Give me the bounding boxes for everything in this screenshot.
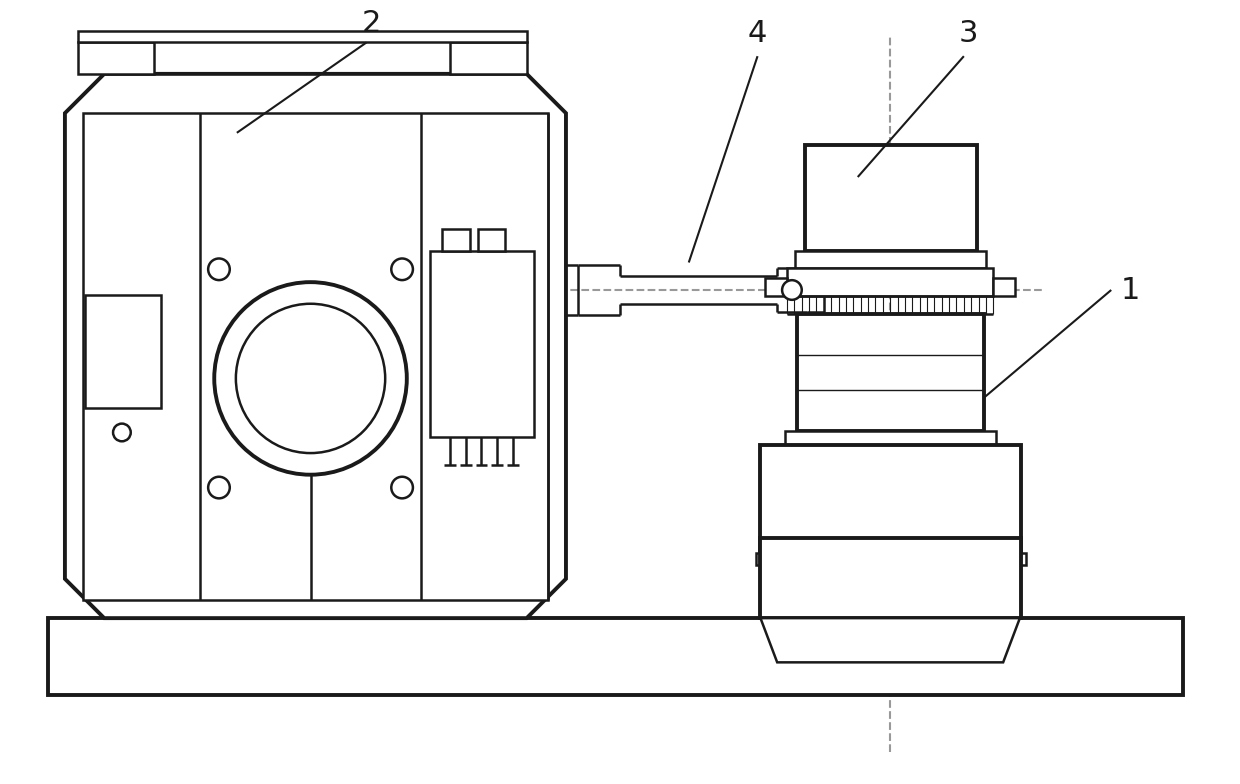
Bar [450,42,527,74]
Circle shape [782,280,802,299]
Circle shape [208,477,229,499]
Bar [785,431,996,445]
Bar [78,31,527,42]
Bar [787,268,993,296]
Bar [477,229,505,251]
Bar [805,144,977,251]
Polygon shape [760,618,1019,662]
Circle shape [392,259,413,280]
Text: 4: 4 [748,20,768,49]
Bar [48,618,1183,695]
Bar [795,251,987,268]
Circle shape [236,303,386,453]
Bar [78,42,154,74]
Bar [797,314,983,431]
Circle shape [208,259,229,280]
Bar [430,251,533,437]
Bar [84,295,161,408]
Bar [760,538,1021,618]
Circle shape [215,282,407,474]
Bar [760,445,1021,554]
Bar [993,278,1016,296]
Bar [765,278,787,296]
Bar [83,113,548,601]
Bar [443,229,470,251]
Text: 2: 2 [362,9,381,38]
Text: 1: 1 [1121,275,1141,304]
Circle shape [113,423,130,441]
Circle shape [392,477,413,499]
Bar [755,554,1025,565]
Text: 3: 3 [959,20,978,49]
Polygon shape [64,74,565,618]
